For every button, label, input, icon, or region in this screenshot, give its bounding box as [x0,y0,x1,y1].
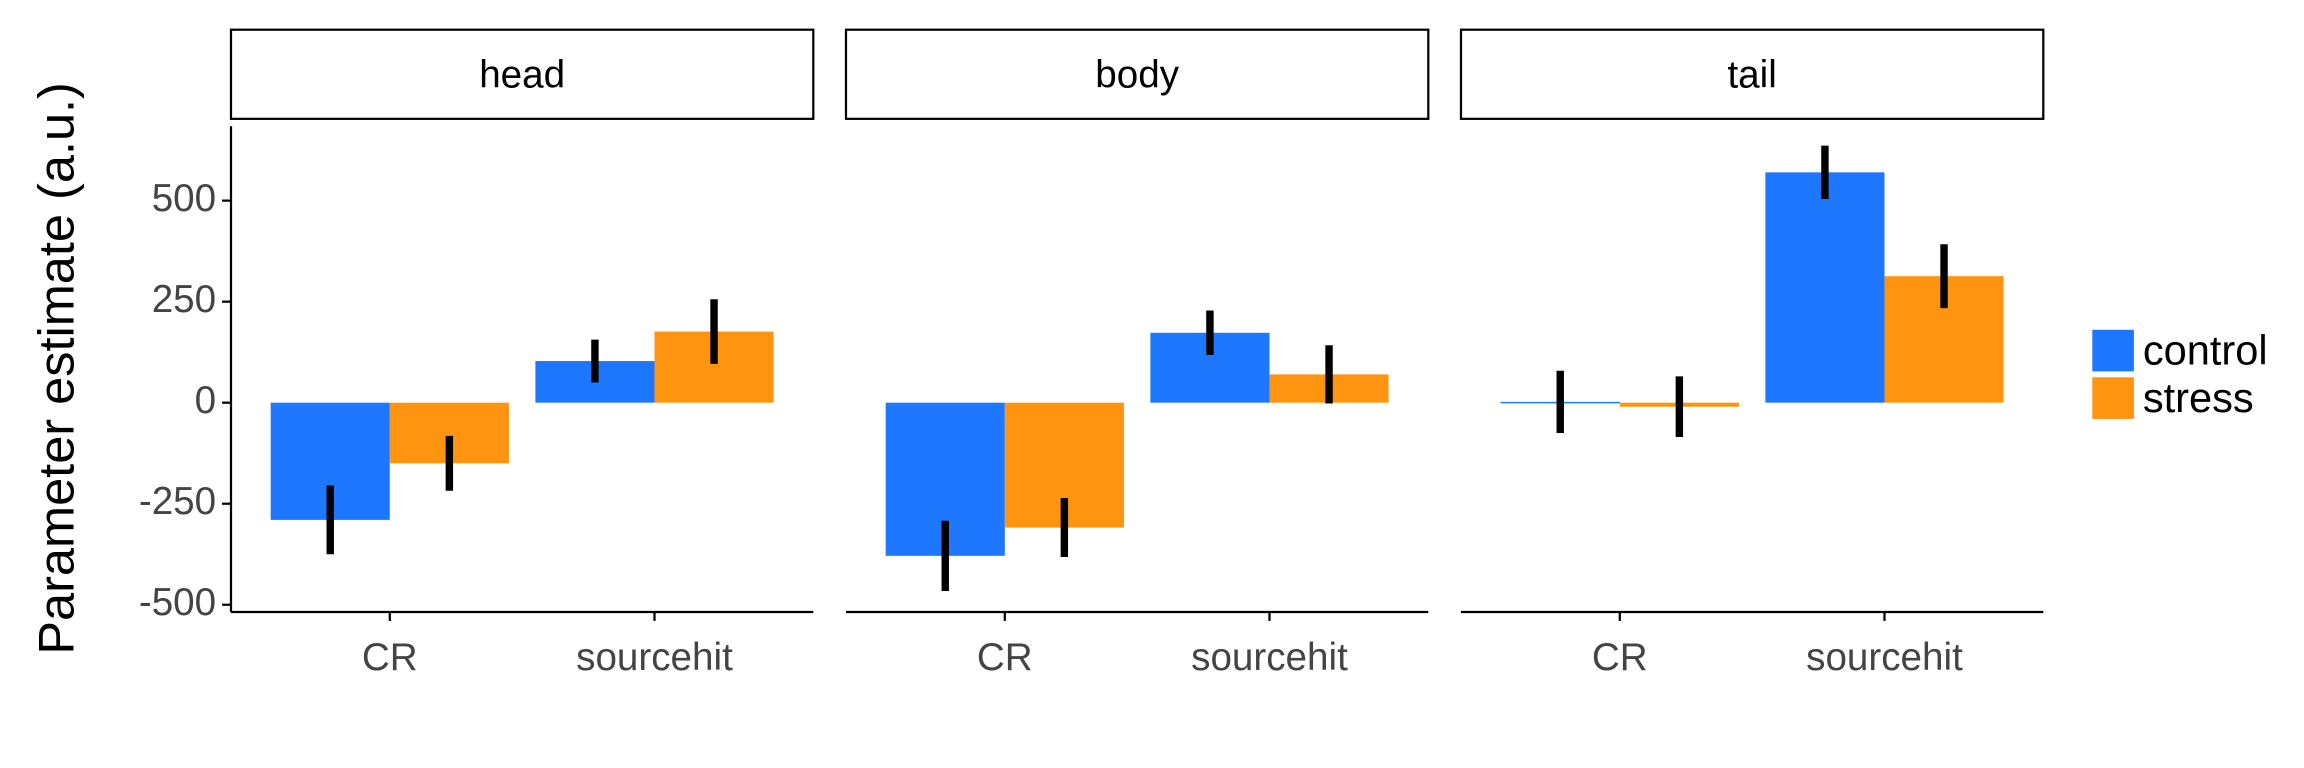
x-tick-label: sourcehit [1806,636,1963,679]
strip-label: body [1095,53,1179,96]
y-axis-label: Parameter estimate (a.u.) [28,82,85,655]
x-tick-label: CR [1592,636,1648,679]
bar [1765,172,1885,403]
strip-label: tail [1727,53,1776,96]
strip [229,28,815,120]
y-tick-label: -250 [139,480,216,523]
x-tick-label: CR [977,636,1033,679]
y-tick-label: 0 [195,379,216,422]
x-tick-label: sourcehit [1191,636,1348,679]
legend-key [2092,377,2134,419]
strip-label: head [479,53,565,96]
strip [844,28,1430,120]
y-tick-label: -500 [139,581,216,624]
legend-label: stress [2143,374,2254,421]
legend-key [2092,329,2134,372]
legend-label: control [2143,327,2268,374]
y-tick-label: 500 [152,177,216,220]
y-tick-label: 250 [152,278,216,321]
x-tick-label: CR [362,636,418,679]
strip [1459,28,2045,120]
x-tick-label: sourcehit [576,636,733,679]
